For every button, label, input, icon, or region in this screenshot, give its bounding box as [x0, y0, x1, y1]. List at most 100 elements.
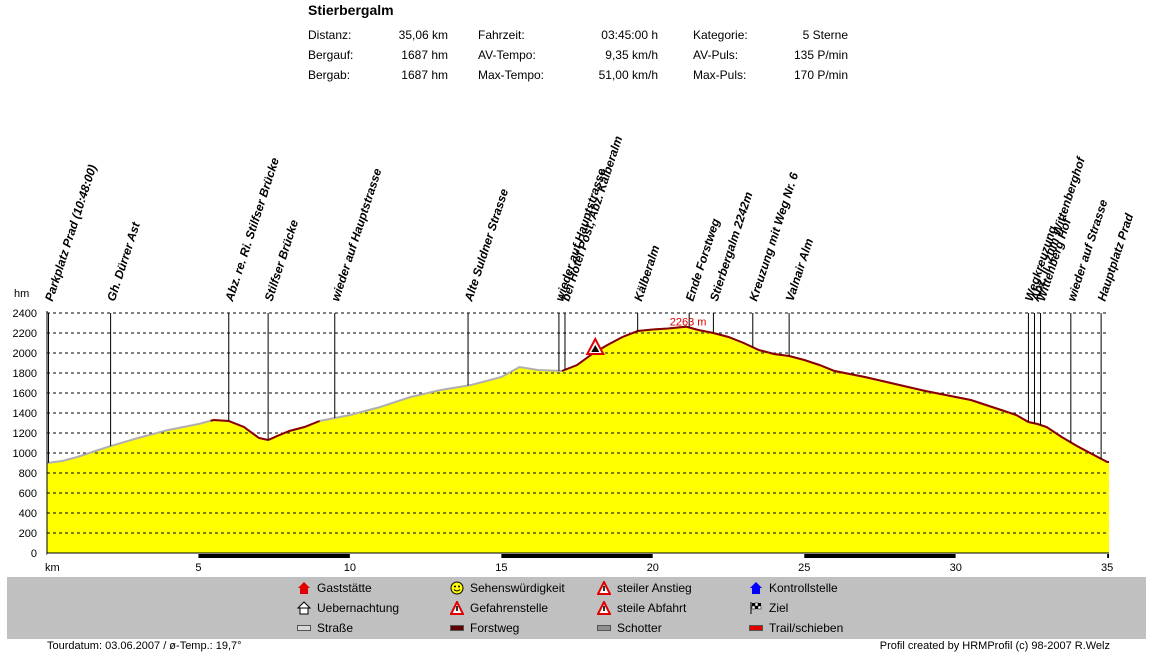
y-tick-label: 1200 [13, 428, 37, 440]
stat-label: Max-Puls: [693, 68, 747, 82]
chart-axes: 0 200 400 600 800 1000 1200 1400 1600 1800 2000 220… [13, 288, 1114, 574]
x-tick-label: 5 [195, 562, 201, 574]
tour-date-temp: Tourdatum: 03.06.2007 / ø-Temp.: 19,7° [47, 640, 242, 652]
y-tick-label: 600 [19, 488, 37, 500]
legend-label: Schotter [617, 621, 662, 635]
y-tick-label: 0 [31, 548, 37, 560]
x-tick-label: 30 [950, 562, 962, 574]
legend-label: Gefahrenstelle [470, 601, 549, 615]
steep-climb-icon [596, 579, 612, 595]
stat-value: 1687 hm [401, 48, 448, 62]
legend-label: steile Abfahrt [617, 601, 687, 615]
stat-label: Fahrzeit: [478, 28, 525, 42]
stat-value: 9,35 km/h [605, 48, 658, 62]
profile-credit: Profil created by HRMProfil (c) 98-2007 … [879, 640, 1110, 652]
stat-label: Max-Tempo: [478, 68, 545, 82]
legend-item: steile Abfahrt [596, 599, 687, 615]
legend-item: Straße [297, 621, 353, 635]
legend-label: Kontrollstelle [769, 581, 838, 595]
stat-value: 5 Sterne [802, 28, 848, 42]
legend-item: Trail/schieben [749, 621, 843, 635]
waypoint-label: Kälberalm [631, 243, 662, 303]
forest-road-surface-icon [450, 621, 464, 635]
stat-value: 170 P/min [793, 68, 848, 82]
surface-segment [652, 554, 805, 558]
elevation-profile-chart: Parkplatz Prad (10:48:00) Gh. Dürrer Ast A… [13, 134, 1137, 574]
y-tick-label: 1400 [13, 408, 37, 420]
surface-segment [198, 554, 350, 558]
tour-title: Stierbergalm [308, 2, 394, 18]
legend-label: Straße [317, 621, 354, 635]
legend-item: Schotter [597, 621, 662, 635]
legend-item: Kontrollstelle [749, 581, 838, 595]
stat-label: Bergauf: [308, 48, 354, 62]
x-tick-label: 35 [1101, 562, 1113, 574]
house-red-icon [297, 581, 311, 595]
legend-label: Gaststätte [317, 581, 372, 595]
stat-label: AV-Tempo: [478, 48, 536, 62]
stat-label: AV-Puls: [693, 48, 739, 62]
elevation-area [47, 326, 1109, 553]
y-tick-label: 1800 [13, 368, 37, 380]
legend-label: Sehenswürdigkeit [470, 581, 565, 595]
y-tick-label: 400 [19, 508, 37, 520]
waypoint-label: bei Hotel Post, Abz. Kälberalm [559, 134, 626, 303]
smiley-icon [450, 581, 464, 595]
stat-value: 1687 hm [401, 68, 448, 82]
legend-label: Uebernachtung [317, 601, 400, 615]
bed-house-icon [296, 601, 312, 615]
waypoint-label: Stilfser Brücke [262, 218, 302, 303]
waypoint-label: Alte Suldner Strasse [461, 187, 511, 304]
y-tick-label: 2400 [13, 308, 37, 320]
elevation-fill [47, 326, 1109, 553]
y-tick-label: 200 [19, 528, 37, 540]
trail-segment [270, 420, 320, 440]
surface-bar [47, 554, 1109, 558]
trail-surface-icon [749, 621, 763, 635]
surface-segment [47, 554, 199, 558]
y-tick-label: 2200 [13, 328, 37, 340]
surface-segment [804, 554, 956, 558]
hazard-marker [585, 336, 605, 355]
y-tick-label: 1600 [13, 388, 37, 400]
stat-label: Bergab: [308, 68, 351, 82]
legend-item: Gefahrenstelle [449, 599, 549, 615]
surface-segment [955, 554, 1108, 558]
surface-segment [501, 554, 653, 558]
legend-item: Forstweg [450, 621, 519, 635]
legend-item: Gaststätte [297, 581, 372, 595]
checkpoint-house-icon [749, 581, 763, 595]
x-tick-label: 15 [495, 562, 507, 574]
legend-item: Uebernachtung [296, 601, 400, 615]
road-surface-icon [297, 621, 311, 635]
y-tick-label: 1000 [13, 448, 37, 460]
x-axis-label: km [45, 562, 60, 574]
legend-item: steiler Anstieg [596, 579, 692, 595]
chart-grid [47, 312, 1109, 534]
stat-value: 35,06 km [398, 28, 448, 42]
y-tick-label: 2000 [13, 348, 37, 360]
checkered-flag-icon [749, 601, 763, 615]
gravel-surface-icon [597, 621, 611, 635]
x-tick-label: 25 [798, 562, 810, 574]
waypoint-label: Gh. Dürrer Ast [104, 219, 143, 302]
surface-segment [1107, 554, 1109, 558]
legend-label: steiler Anstieg [617, 581, 692, 595]
y-axis-label: hm [14, 288, 29, 300]
warning-icon-inner [591, 345, 600, 352]
waypoint-label: Valnair Alm [783, 236, 817, 303]
legend-item: Ziel [749, 601, 788, 615]
stat-label: Kategorie: [693, 28, 748, 42]
y-tick-label: 800 [19, 468, 37, 480]
waypoint-label: Parkplatz Prad (10:48:00) [42, 163, 99, 303]
legend-label: Ziel [769, 601, 789, 615]
stat-value: 135 P/min [793, 48, 848, 62]
chart-annotations: 2263 m [585, 317, 707, 355]
legend-label: Forstweg [470, 621, 520, 635]
max-altitude-label: 2263 m [670, 317, 707, 329]
surface-segment [349, 554, 502, 558]
warning-icon [449, 599, 465, 615]
x-tick-label: 10 [344, 562, 356, 574]
stat-value: 51,00 km/h [598, 68, 658, 82]
waypoint-label: wieder auf Hauptstrasse [328, 166, 384, 303]
